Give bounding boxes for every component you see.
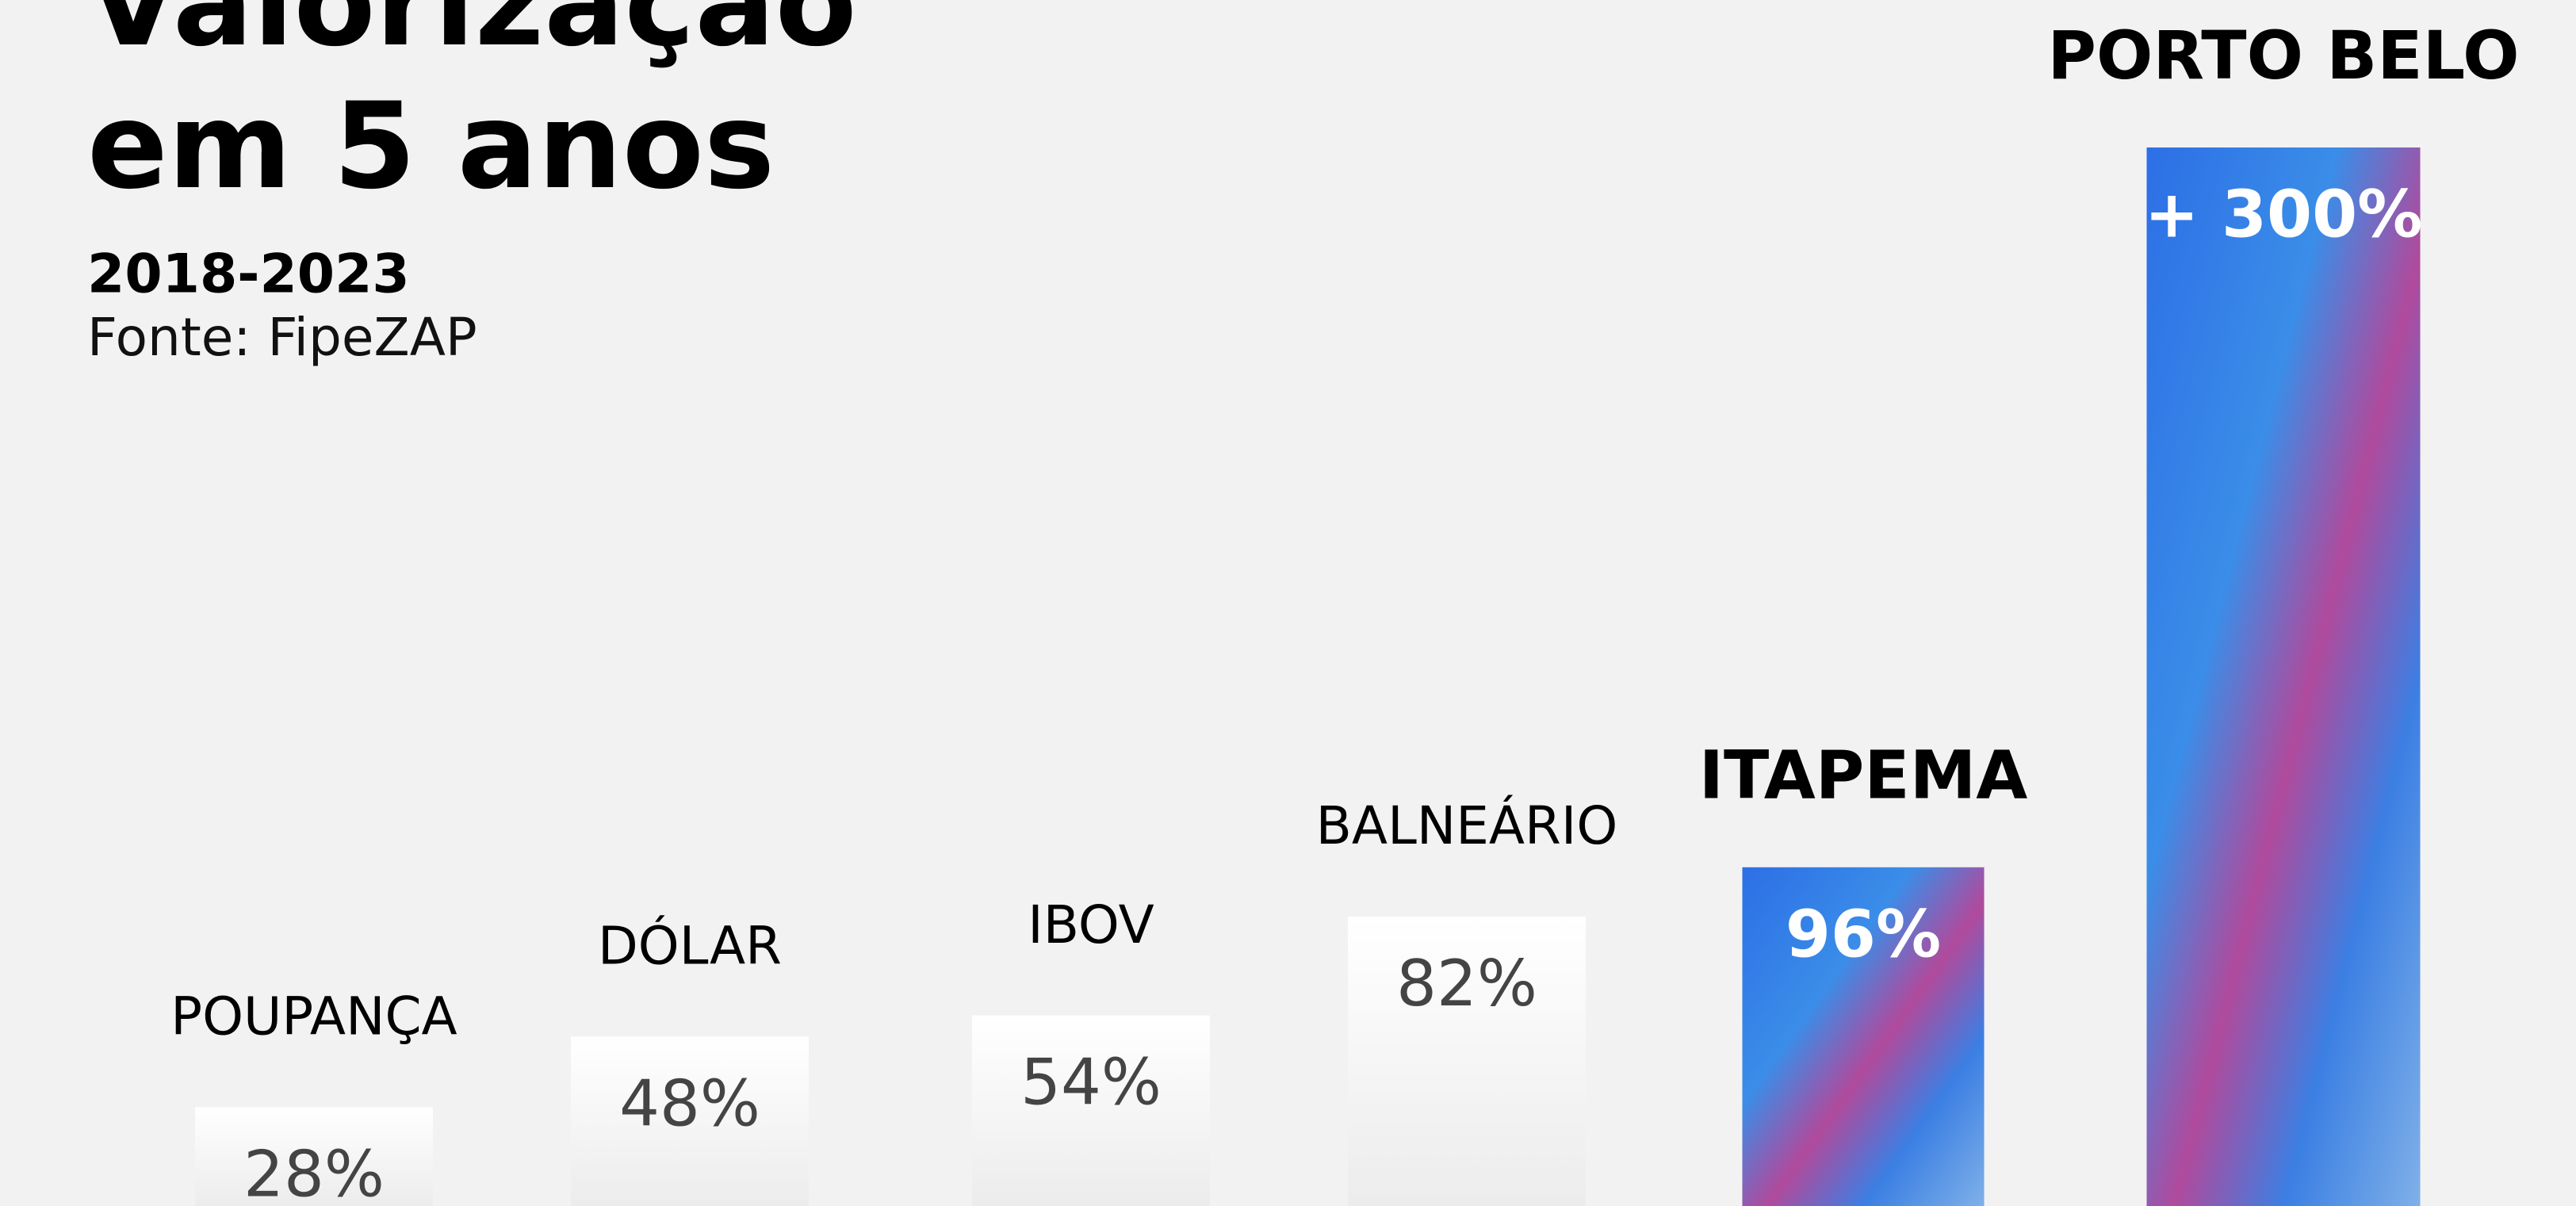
category-label: IBOV [1028,894,1154,955]
category-label: ITAPEMA [1699,737,2028,814]
bar [2147,147,2421,1206]
value-label: 48% [619,1066,760,1140]
category-label: POUPANÇA [170,986,457,1047]
value-label: 96% [1786,897,1941,972]
chart-title: Valorização em 5 anos [87,0,959,218]
value-label: + 300% [2145,177,2423,252]
subtitle: 2018-2023 [87,243,410,306]
value-label: 28% [243,1137,385,1206]
value-label: 54% [1020,1046,1162,1120]
source: Fonte: FipeZAP [87,307,477,368]
page: 2018-2023 Fonte: FipeZAP POUPANÇA 28% DÓLA… [0,0,2576,1206]
value-label: 82% [1396,947,1537,1020]
category-label: PORTO BELO [2047,17,2519,94]
category-label: BALNEÁRIO [1316,795,1618,856]
category-label: DÓLAR [598,915,782,976]
